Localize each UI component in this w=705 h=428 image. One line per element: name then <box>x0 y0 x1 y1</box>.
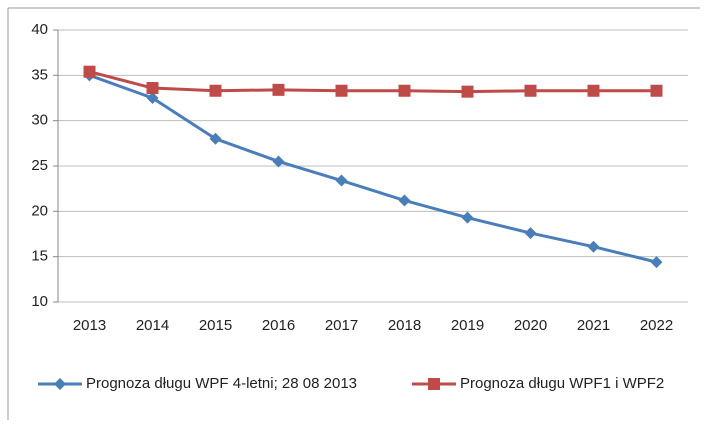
data-point <box>461 211 474 224</box>
series-line <box>89 70 657 94</box>
data-point <box>587 240 600 253</box>
data-point <box>650 256 663 269</box>
data-point <box>209 84 222 97</box>
x-tick-label: 2021 <box>577 317 610 334</box>
y-tick-label: 25 <box>31 157 48 174</box>
data-point <box>272 155 285 168</box>
data-point <box>146 82 159 95</box>
legend-label: Prognoza długu WPF 4-letni; 28 08 2013 <box>86 375 357 392</box>
data-point <box>335 84 348 97</box>
series-line <box>88 73 657 264</box>
y-tick-label: 30 <box>31 112 48 129</box>
data-point <box>146 92 159 104</box>
x-tick-label: 2020 <box>514 317 547 334</box>
data-point <box>587 84 600 97</box>
x-tick-label: 2018 <box>388 317 421 334</box>
data-point <box>524 84 537 97</box>
y-tick-label: 15 <box>31 248 48 265</box>
data-point <box>524 227 537 240</box>
data-point <box>272 83 285 96</box>
y-tick-label: 40 <box>31 21 48 38</box>
legend-marker <box>428 378 440 390</box>
data-point <box>461 85 474 98</box>
x-tick-label: 2015 <box>199 317 232 334</box>
data-point <box>209 132 222 145</box>
y-tick-label: 20 <box>31 202 48 219</box>
y-tick-label: 35 <box>31 66 48 83</box>
legend-label: Prognoza długu WPF1 i WPF2 <box>460 375 664 392</box>
data-point <box>83 65 96 78</box>
x-tick-label: 2014 <box>136 317 169 334</box>
x-tick-label: 2013 <box>73 317 106 334</box>
data-point <box>335 174 348 187</box>
data-point <box>650 84 663 97</box>
y-tick-label: 10 <box>31 293 48 310</box>
x-tick-label: 2017 <box>325 317 358 334</box>
data-point <box>398 84 411 97</box>
data-point <box>398 194 411 207</box>
x-tick-label: 2022 <box>640 317 673 334</box>
x-tick-label: 2016 <box>262 317 295 334</box>
legend-marker <box>54 378 66 390</box>
x-tick-label: 2019 <box>451 317 484 334</box>
